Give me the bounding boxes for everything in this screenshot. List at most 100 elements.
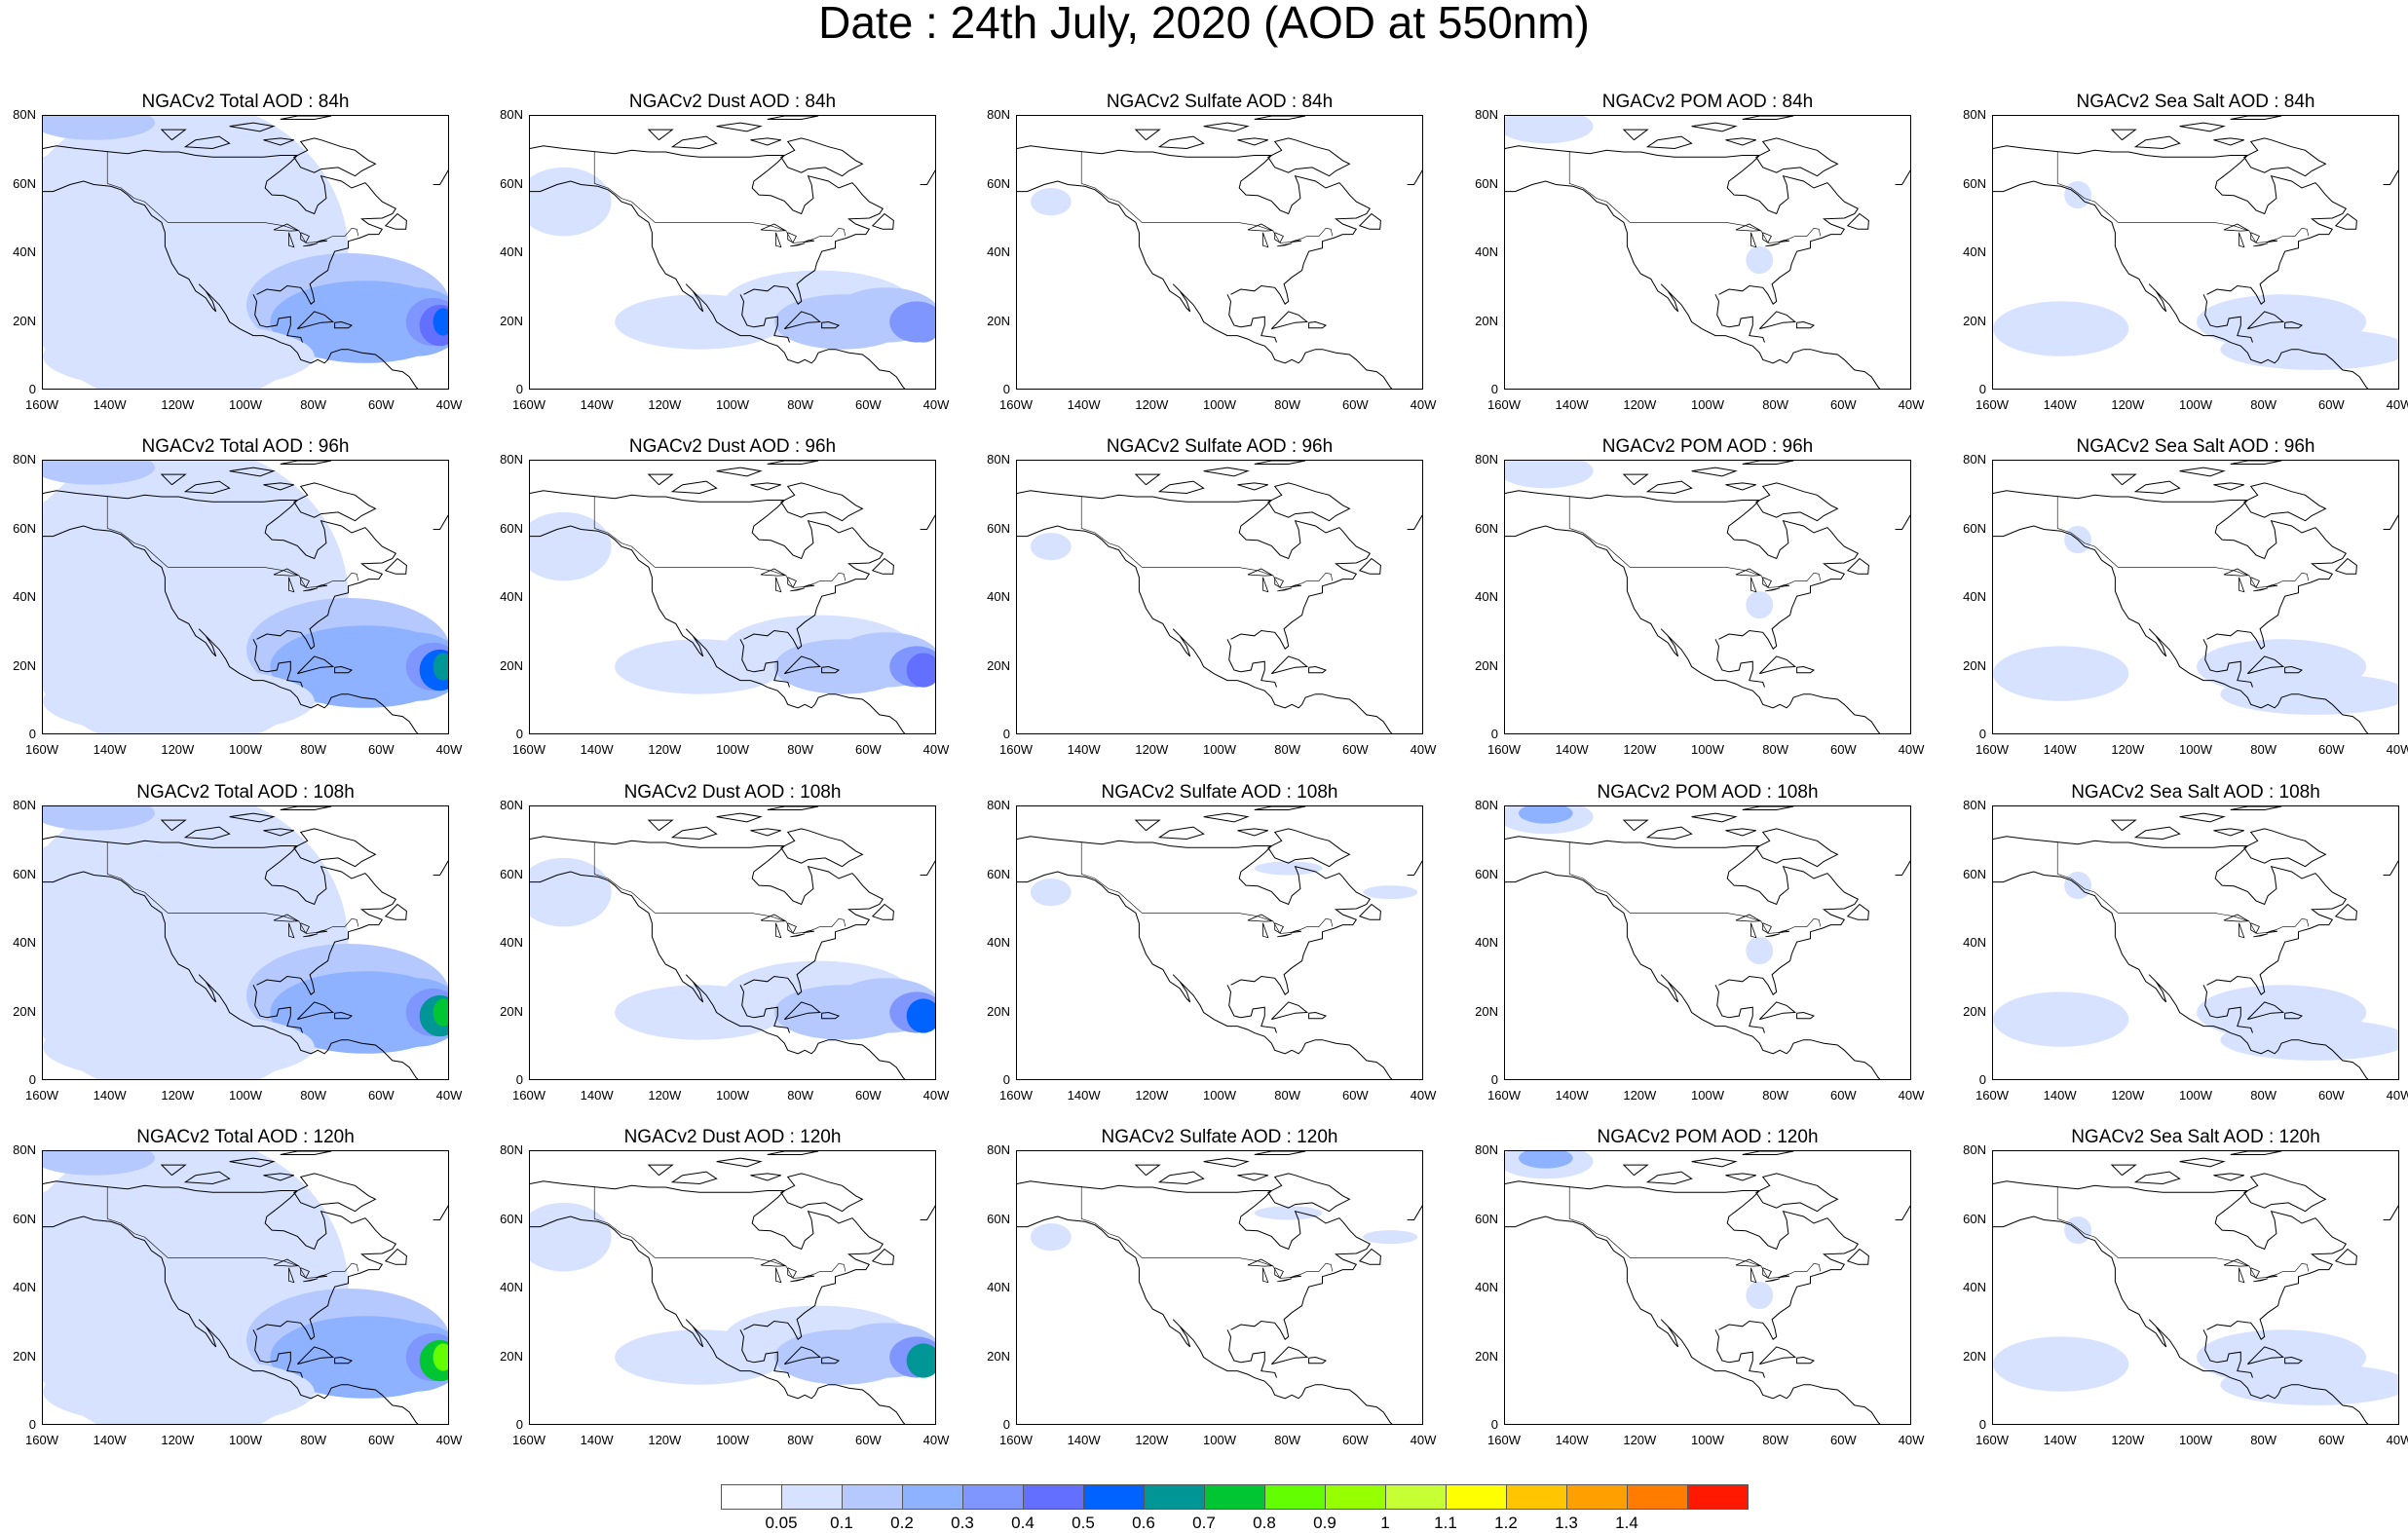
lake-outline xyxy=(2253,1278,2269,1283)
coastline xyxy=(530,1215,906,1424)
latitude-label: 20N xyxy=(1475,1003,1498,1019)
lake-outline xyxy=(2266,240,2277,243)
panel-title: NGACv2 Total AOD : 96h xyxy=(141,436,350,457)
longitude-label: 120W xyxy=(161,397,195,412)
aod-shading xyxy=(1746,1281,1774,1310)
coastline xyxy=(1758,311,1797,330)
aod-shading xyxy=(43,841,145,944)
longitude-label: 100W xyxy=(2179,397,2212,412)
coastline xyxy=(1846,1248,1869,1265)
latitude-label: 0 xyxy=(1002,382,1010,396)
longitude-label: 140W xyxy=(580,397,614,412)
latitude-label: 20N xyxy=(13,313,36,328)
coastline xyxy=(1157,135,1205,150)
country-border xyxy=(2056,841,2310,934)
latitude-label: 80N xyxy=(500,1142,523,1157)
country-border xyxy=(593,151,847,243)
aod-shading xyxy=(43,116,155,140)
coastline xyxy=(160,819,187,832)
lake-outline xyxy=(760,223,787,232)
lake-outline xyxy=(288,922,295,939)
longitude-label: 80W xyxy=(2250,1088,2277,1103)
longitude-label: 80W xyxy=(300,1088,327,1103)
coastline xyxy=(1203,467,1250,477)
map-sulfate-aod xyxy=(1016,1150,1423,1425)
lake-outline xyxy=(316,1275,327,1279)
lake-outline xyxy=(1750,1267,1757,1284)
longitude-label: 40W xyxy=(2386,1433,2408,1447)
coastline xyxy=(2179,122,2226,132)
lake-outline xyxy=(303,587,319,592)
panel-title: NGACv2 POM AOD : 84h xyxy=(1601,92,1814,112)
latitude-label: 80N xyxy=(500,107,523,122)
coastline xyxy=(780,828,864,868)
map-pom-aod xyxy=(1504,460,1911,734)
longitude-label: 100W xyxy=(1203,397,1236,412)
coastline xyxy=(647,1164,674,1177)
country-border xyxy=(2056,496,2310,588)
latitude-label: 40N xyxy=(500,1280,523,1294)
panel-title: NGACv2 Sulfate AOD : 96h xyxy=(1106,436,1334,457)
coastline xyxy=(1622,129,1649,141)
coastline xyxy=(1358,557,1381,575)
longitude-label: 60W xyxy=(367,742,395,757)
lake-outline xyxy=(2239,1267,2245,1284)
latitude-label: 60N xyxy=(1475,520,1498,536)
coastline xyxy=(2334,212,2357,230)
lake-outline xyxy=(2253,933,2269,938)
longitude-label: 100W xyxy=(716,397,749,412)
coastline xyxy=(384,212,407,230)
coastline xyxy=(1895,169,1910,185)
lake-outline xyxy=(316,930,327,934)
longitude-label: 80W xyxy=(1762,397,1789,412)
coastline xyxy=(1846,212,1869,230)
coastline xyxy=(1895,514,1910,530)
longitude-label: 100W xyxy=(229,742,262,757)
coastline xyxy=(2334,903,2357,920)
lake-outline xyxy=(316,584,327,588)
coastline xyxy=(750,1173,781,1181)
longitude-label: 120W xyxy=(161,1088,195,1103)
longitude-label: 80W xyxy=(1274,742,1301,757)
coastline xyxy=(1505,871,1881,1079)
longitude-label: 80W xyxy=(787,1433,814,1447)
coastline xyxy=(2230,1151,2282,1155)
longitude-label: 140W xyxy=(1067,1433,1101,1447)
colorbar-label: 0.6 xyxy=(1132,1514,1155,1532)
latitude-label: 0 xyxy=(515,382,523,396)
longitude-label: 100W xyxy=(716,742,749,757)
longitude-label: 140W xyxy=(1067,1088,1101,1103)
coastline xyxy=(920,1205,935,1220)
coastline xyxy=(1645,1171,1693,1185)
longitude-label: 40W xyxy=(1898,742,1925,757)
coastline xyxy=(384,557,407,575)
longitude-label: 60W xyxy=(854,1433,882,1447)
longitude-label: 100W xyxy=(229,1088,262,1103)
coastline xyxy=(2202,985,2253,1033)
latitude-label: 0 xyxy=(515,1417,523,1432)
page-title: Date : 24th July, 2020 (AOD at 550nm) xyxy=(818,0,1590,48)
aod-colorbar xyxy=(721,1484,1749,1510)
map-seasalt-aod xyxy=(1992,115,2399,390)
coastline xyxy=(1993,871,2369,1079)
longitude-label: 80W xyxy=(2250,1433,2277,1447)
longitude-label: 160W xyxy=(1487,397,1521,412)
aod-shading xyxy=(1993,1336,2129,1392)
lake-outline xyxy=(2223,914,2250,922)
coastline xyxy=(1134,1164,1161,1177)
latitude-label: 0 xyxy=(28,1072,36,1087)
aod-shading xyxy=(1518,806,1573,824)
lake-outline xyxy=(2223,568,2250,577)
coastline xyxy=(1742,461,1794,465)
lake-outline xyxy=(2266,584,2277,588)
latitude-label: 0 xyxy=(1002,1417,1010,1432)
coastline xyxy=(716,122,763,132)
latitude-label: 40N xyxy=(1475,244,1498,259)
coastline xyxy=(2284,320,2304,329)
lake-outline xyxy=(803,240,814,243)
coastline xyxy=(1226,985,1277,1033)
latitude-label: 80N xyxy=(987,1142,1010,1157)
longitude-label: 160W xyxy=(512,1433,546,1447)
colorbar-swatch xyxy=(842,1484,903,1510)
coastline xyxy=(530,525,906,733)
